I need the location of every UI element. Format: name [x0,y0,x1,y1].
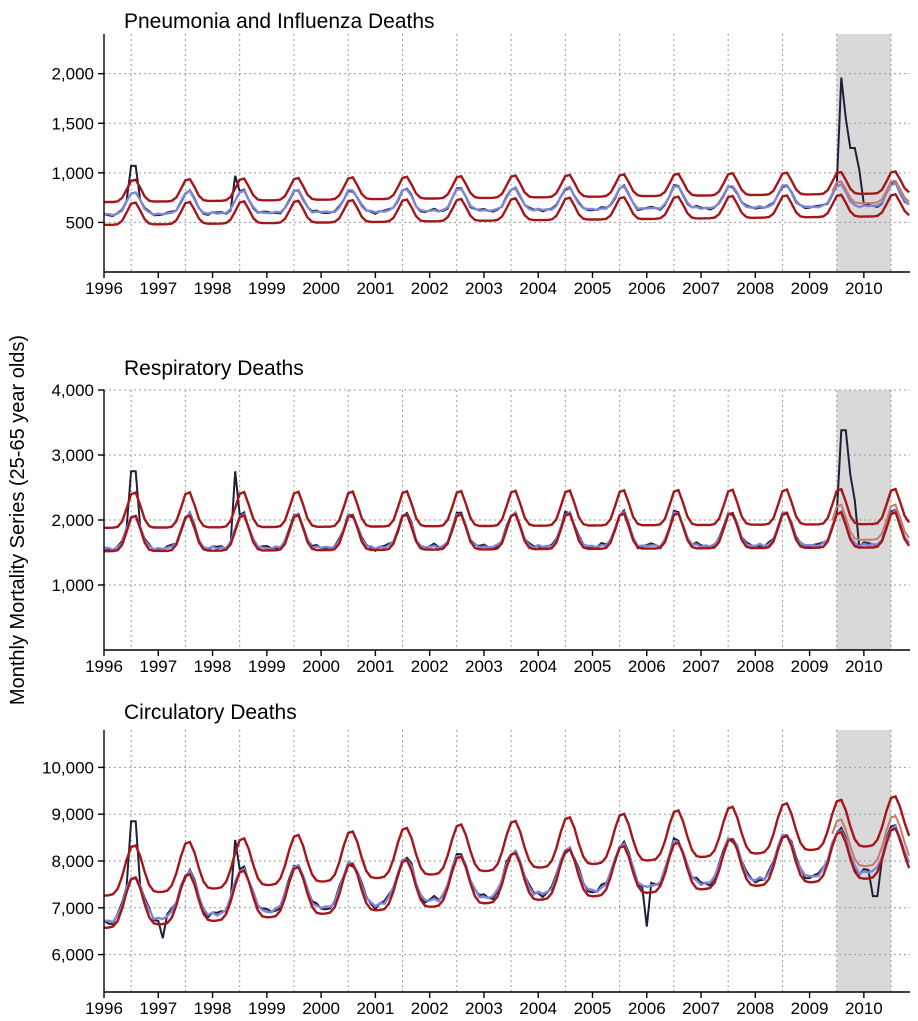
x-tick-label: 1997 [139,999,177,1018]
x-tick-label: 2001 [356,657,394,676]
x-tick-label: 2009 [791,999,829,1018]
panel-title: Respiratory Deaths [124,357,304,380]
series-lower-bound [104,510,911,553]
x-tick-label: 2005 [574,657,612,676]
x-tick-label: 1998 [194,279,232,298]
x-tick-label: 1996 [85,279,123,298]
x-tick-label: 2001 [356,279,394,298]
series-upper-bound [103,170,910,204]
x-tick-label: 1997 [139,279,177,298]
x-tick-label: 2010 [845,279,883,298]
x-tick-label: 1998 [194,999,232,1018]
panel-2: 1,000 2,000 3,000 4,000 1996 1997 1998 1999 2000… [51,357,911,676]
x-tick-label: 2005 [574,279,612,298]
series-lower-bound [103,192,910,227]
x-tick-label: 2000 [302,279,340,298]
y-tick-label: 9,000 [51,805,94,824]
panel-title: Pneumonia and Influenza Deaths [124,10,435,33]
x-tick-label: 2006 [628,999,666,1018]
x-tick-label: 2008 [736,279,774,298]
x-tick-label: 2004 [519,657,557,676]
x-tick-label: 2007 [682,279,720,298]
x-tick-label: 1996 [85,657,123,676]
x-tick-label: 2010 [845,999,883,1018]
shaded-period [836,34,892,272]
x-tick-label: 1999 [248,657,286,676]
x-tick-label: 2006 [628,279,666,298]
series-lower-bound [103,827,911,930]
series-upper-bound [104,487,911,529]
y-tick-label: 4,000 [51,381,94,400]
x-tick-label: 2007 [682,657,720,676]
x-tick-label: 2008 [736,657,774,676]
series-fitted [104,181,910,217]
series-projected-bound [831,503,910,541]
x-tick-label: 1999 [248,279,286,298]
x-tick-label: 1998 [194,657,232,676]
x-tick-label: 2002 [411,279,449,298]
x-tick-label: 2004 [519,279,557,298]
x-tick-label: 2010 [845,657,883,676]
y-tick-label: 500 [66,213,94,232]
y-tick-label: 7,000 [51,899,94,918]
x-tick-label: 2009 [791,657,829,676]
x-tick-label: 2007 [682,999,720,1018]
x-tick-label: 2009 [791,279,829,298]
x-tick-label: 2006 [628,657,666,676]
y-tick-label: 1,000 [51,164,94,183]
x-tick-label: 2002 [411,999,449,1018]
x-tick-label: 2003 [465,999,503,1018]
series-projected-bound [831,179,910,205]
y-tick-label: 6,000 [51,946,94,965]
y-tick-label: 3,000 [51,446,94,465]
x-tick-label: 2000 [302,999,340,1018]
panel-3: 6,000 7,000 8,000 9,000 10,000 1996 1997 1998 19… [42,701,911,1018]
x-tick-label: 1997 [139,657,177,676]
x-tick-label: 2003 [465,657,503,676]
y-tick-label: 1,000 [51,576,94,595]
x-tick-label: 2001 [356,999,394,1018]
y-tick-label: 2,000 [51,65,94,84]
series-projected-bound [831,814,911,868]
x-tick-label: 1996 [85,999,123,1018]
panel-title: Circulatory Deaths [124,701,297,724]
y-axis-label: Monthly Mortality Series (25-65 year old… [7,335,29,705]
series-upper-bound [103,794,911,897]
x-tick-label: 2000 [302,657,340,676]
x-tick-label: 1999 [248,999,286,1018]
x-tick-label: 2003 [465,279,503,298]
x-tick-label: 2005 [574,999,612,1018]
x-tick-label: 2008 [736,999,774,1018]
x-tick-label: 2004 [519,999,557,1018]
x-tick-label: 2002 [411,657,449,676]
y-tick-label: 2,000 [51,511,94,530]
y-tick-label: 8,000 [51,852,94,871]
panel-1: 500 1,000 1,500 2,000 1996 1997 1998 1999 2000 20… [51,10,910,298]
y-tick-label: 10,000 [42,758,94,777]
y-tick-label: 1,500 [51,114,94,133]
